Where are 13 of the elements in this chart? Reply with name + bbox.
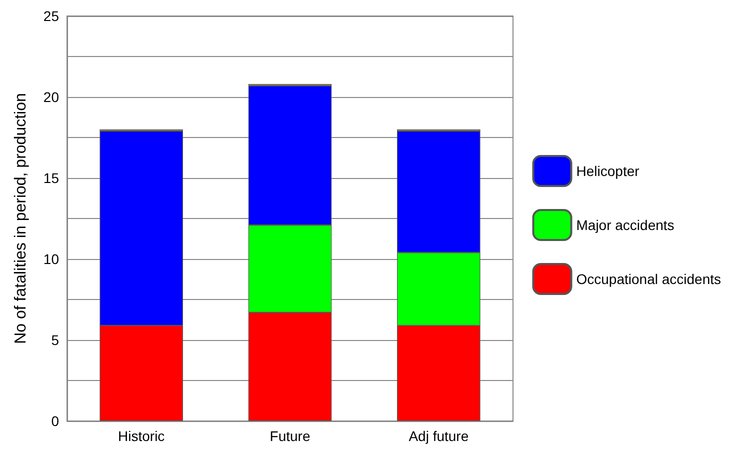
legend-label: Helicopter (576, 163, 640, 179)
y-tick-label: 0 (51, 413, 60, 429)
y-tick-label: 25 (43, 8, 60, 24)
x-tick-label: Adj future (408, 428, 469, 444)
legend-label: Major accidents (576, 217, 674, 233)
y-tick-label: 5 (51, 332, 60, 348)
y-tick-label: 20 (43, 89, 60, 105)
legend-label: Occupational accidents (576, 271, 722, 287)
x-tick-label: Historic (118, 428, 165, 444)
y-axis-title: No of fatalities in period, production (12, 93, 30, 344)
y-tick-label: 10 (43, 251, 60, 267)
y-tick-label: 15 (43, 170, 60, 186)
x-tick-label: Future (270, 428, 310, 444)
